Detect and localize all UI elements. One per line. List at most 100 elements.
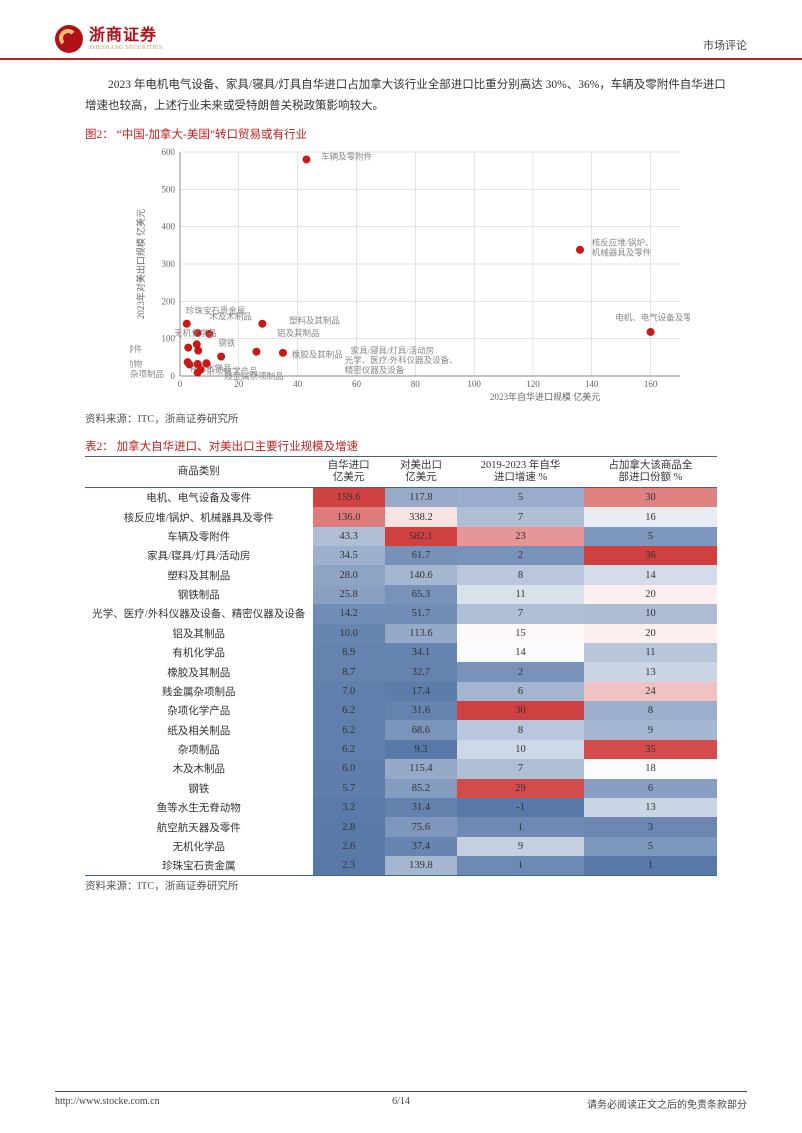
table-cell: 338.2 <box>385 507 457 526</box>
footer-disclaimer: 请务必阅读正文之后的免责条款部分 <box>587 1096 747 1111</box>
svg-text:无机化学品: 无机化学品 <box>174 328 217 338</box>
table-cell: 35 <box>584 740 717 759</box>
row-label: 光学、医疗/外科仪器及设备、精密仪器及设备 <box>85 604 313 623</box>
row-label: 有机化学品 <box>85 643 313 662</box>
table-cell: 139.8 <box>385 856 457 876</box>
table-cell: 2.3 <box>313 856 385 876</box>
svg-text:40: 40 <box>293 379 303 389</box>
table-cell: 5.7 <box>313 779 385 798</box>
table-cell: 5 <box>457 487 584 507</box>
table-cell: 7.0 <box>313 682 385 701</box>
table-cell: 582.1 <box>385 527 457 546</box>
row-label: 钢铁 <box>85 779 313 798</box>
svg-text:300: 300 <box>162 259 176 269</box>
header-category: 市场评论 <box>703 37 747 53</box>
svg-text:140: 140 <box>585 379 599 389</box>
svg-text:400: 400 <box>162 222 176 232</box>
table-cell: 117.8 <box>385 487 457 507</box>
table-cell: 15 <box>457 624 584 643</box>
row-label: 木及木制品 <box>85 759 313 778</box>
table2: 商品类别自华进口亿美元对美出口亿美元2019-2023 年自华进口增速 %占加拿… <box>85 456 717 876</box>
row-label: 杂项制品 <box>85 740 313 759</box>
table-row: 光学、医疗/外科仪器及设备、精密仪器及设备14.251.7710 <box>85 604 717 623</box>
footer-page-no: 6/14 <box>392 1096 410 1107</box>
svg-text:120: 120 <box>526 379 540 389</box>
row-label: 家具/寝具/灯具/活动房 <box>85 546 313 565</box>
table-cell: 43.3 <box>313 527 385 546</box>
svg-text:160: 160 <box>644 379 658 389</box>
row-label: 无机化学品 <box>85 837 313 856</box>
table2-source: 资料来源：ITC，浙商证券研究所 <box>85 878 747 893</box>
table-cell: 20 <box>584 624 717 643</box>
table-cell: 20 <box>584 585 717 604</box>
figure2-title: “中国-加拿大-美国”转口贸易或有行业 <box>117 129 307 141</box>
svg-text:车辆及零附件: 车辆及零附件 <box>321 152 373 162</box>
table-cell: 51.7 <box>385 604 457 623</box>
table-cell: 113.6 <box>385 624 457 643</box>
table-cell: 31.4 <box>385 798 457 817</box>
figure2-chart: 0204060801001201401600100200300400500600… <box>130 144 717 407</box>
svg-text:2023年对美出口规模 亿美元: 2023年对美出口规模 亿美元 <box>135 209 146 319</box>
table-cell: 37.4 <box>385 837 457 856</box>
svg-text:橡胶及其制品: 橡胶及其制品 <box>292 350 343 360</box>
table-row: 贱金属杂项制品7.017.4624 <box>85 682 717 701</box>
svg-text:电机、电气设备及零件: 电机、电气设备及零件 <box>615 313 690 323</box>
svg-text:杂项制品: 杂项制品 <box>130 369 164 379</box>
table-row: 铝及其制品10.0113.61520 <box>85 624 717 643</box>
table-row: 杂项化学产品6.231.6308 <box>85 701 717 720</box>
table-cell: 3 <box>584 817 717 836</box>
table-cell: 9 <box>584 720 717 739</box>
table-cell: 8.9 <box>313 643 385 662</box>
table-cell: 1 <box>457 856 584 876</box>
table-cell: 1 <box>584 856 717 876</box>
row-label: 铝及其制品 <box>85 624 313 643</box>
intro-paragraph: 2023 年电机电气设备、家具/寝具/灯具自华进口占加拿大该行业全部进口比重分别… <box>85 75 737 116</box>
svg-text:航空航天器及零件: 航空航天器及零件 <box>130 344 143 354</box>
table-cell: 10.0 <box>313 624 385 643</box>
table-row: 车辆及零附件43.3582.1235 <box>85 527 717 546</box>
table-col-header: 商品类别 <box>85 457 313 488</box>
table-cell: 2 <box>457 662 584 681</box>
svg-text:钢铁: 钢铁 <box>218 339 236 349</box>
table-cell: 13 <box>584 662 717 681</box>
svg-text:60: 60 <box>352 379 362 389</box>
table-cell: 34.1 <box>385 643 457 662</box>
svg-text:铝及其制品: 铝及其制品 <box>277 328 320 338</box>
table-cell: 23 <box>457 527 584 546</box>
table-cell: 31.6 <box>385 701 457 720</box>
svg-text:珍珠宝石贵金属: 珍珠宝石贵金属 <box>186 306 246 316</box>
brand-logo: 浙商证券 ZHESHANG SECURITIES <box>55 25 163 53</box>
svg-text:杂项化学产品: 杂项化学产品 <box>206 367 257 377</box>
table-cell: 10 <box>584 604 717 623</box>
table-row: 钢铁5.785.2296 <box>85 779 717 798</box>
svg-text:鱼等水生无脊动物: 鱼等水生无脊动物 <box>130 359 143 369</box>
table-cell: 5 <box>584 527 717 546</box>
brand-name-en: ZHESHANG SECURITIES <box>89 45 163 52</box>
table-cell: 14 <box>457 643 584 662</box>
svg-text:核反应堆/锅炉、机械器具及零件: 核反应堆/锅炉、机械器具及零件 <box>592 238 654 258</box>
table-cell: 14 <box>584 565 717 584</box>
table-cell: 65.3 <box>385 585 457 604</box>
footer-url: http://www.stocke.com.cn <box>55 1096 160 1111</box>
table-cell: 32.7 <box>385 662 457 681</box>
table-cell: 6.0 <box>313 759 385 778</box>
row-label: 杂项化学产品 <box>85 701 313 720</box>
table-row: 电机、电气设备及零件159.6117.8530 <box>85 487 717 507</box>
svg-text:600: 600 <box>162 147 176 157</box>
row-label: 核反应堆/锅炉、机械器具及零件 <box>85 507 313 526</box>
table-cell: 6.2 <box>313 740 385 759</box>
table2-title: 加拿大自华进口、对美出口主要行业规模及增速 <box>117 441 359 453</box>
table-cell: 18 <box>584 759 717 778</box>
svg-text:光学、医疗/外科仪器及设备、精密仪器及设备: 光学、医疗/外科仪器及设备、精密仪器及设备 <box>345 355 458 375</box>
table-row: 鱼等水生无脊动物3.231.4-113 <box>85 798 717 817</box>
table-cell: 17.4 <box>385 682 457 701</box>
figure2-caption: 图2： “中国-加拿大-美国”转口贸易或有行业 <box>85 126 747 142</box>
table-cell: 7 <box>457 604 584 623</box>
table-cell: 159.6 <box>313 487 385 507</box>
table-cell: 24 <box>584 682 717 701</box>
table-col-header: 自华进口亿美元 <box>313 457 385 488</box>
table-cell: 34.5 <box>313 546 385 565</box>
table-cell: 13 <box>584 798 717 817</box>
svg-text:80: 80 <box>411 379 421 389</box>
table-row: 木及木制品6.0115.4718 <box>85 759 717 778</box>
